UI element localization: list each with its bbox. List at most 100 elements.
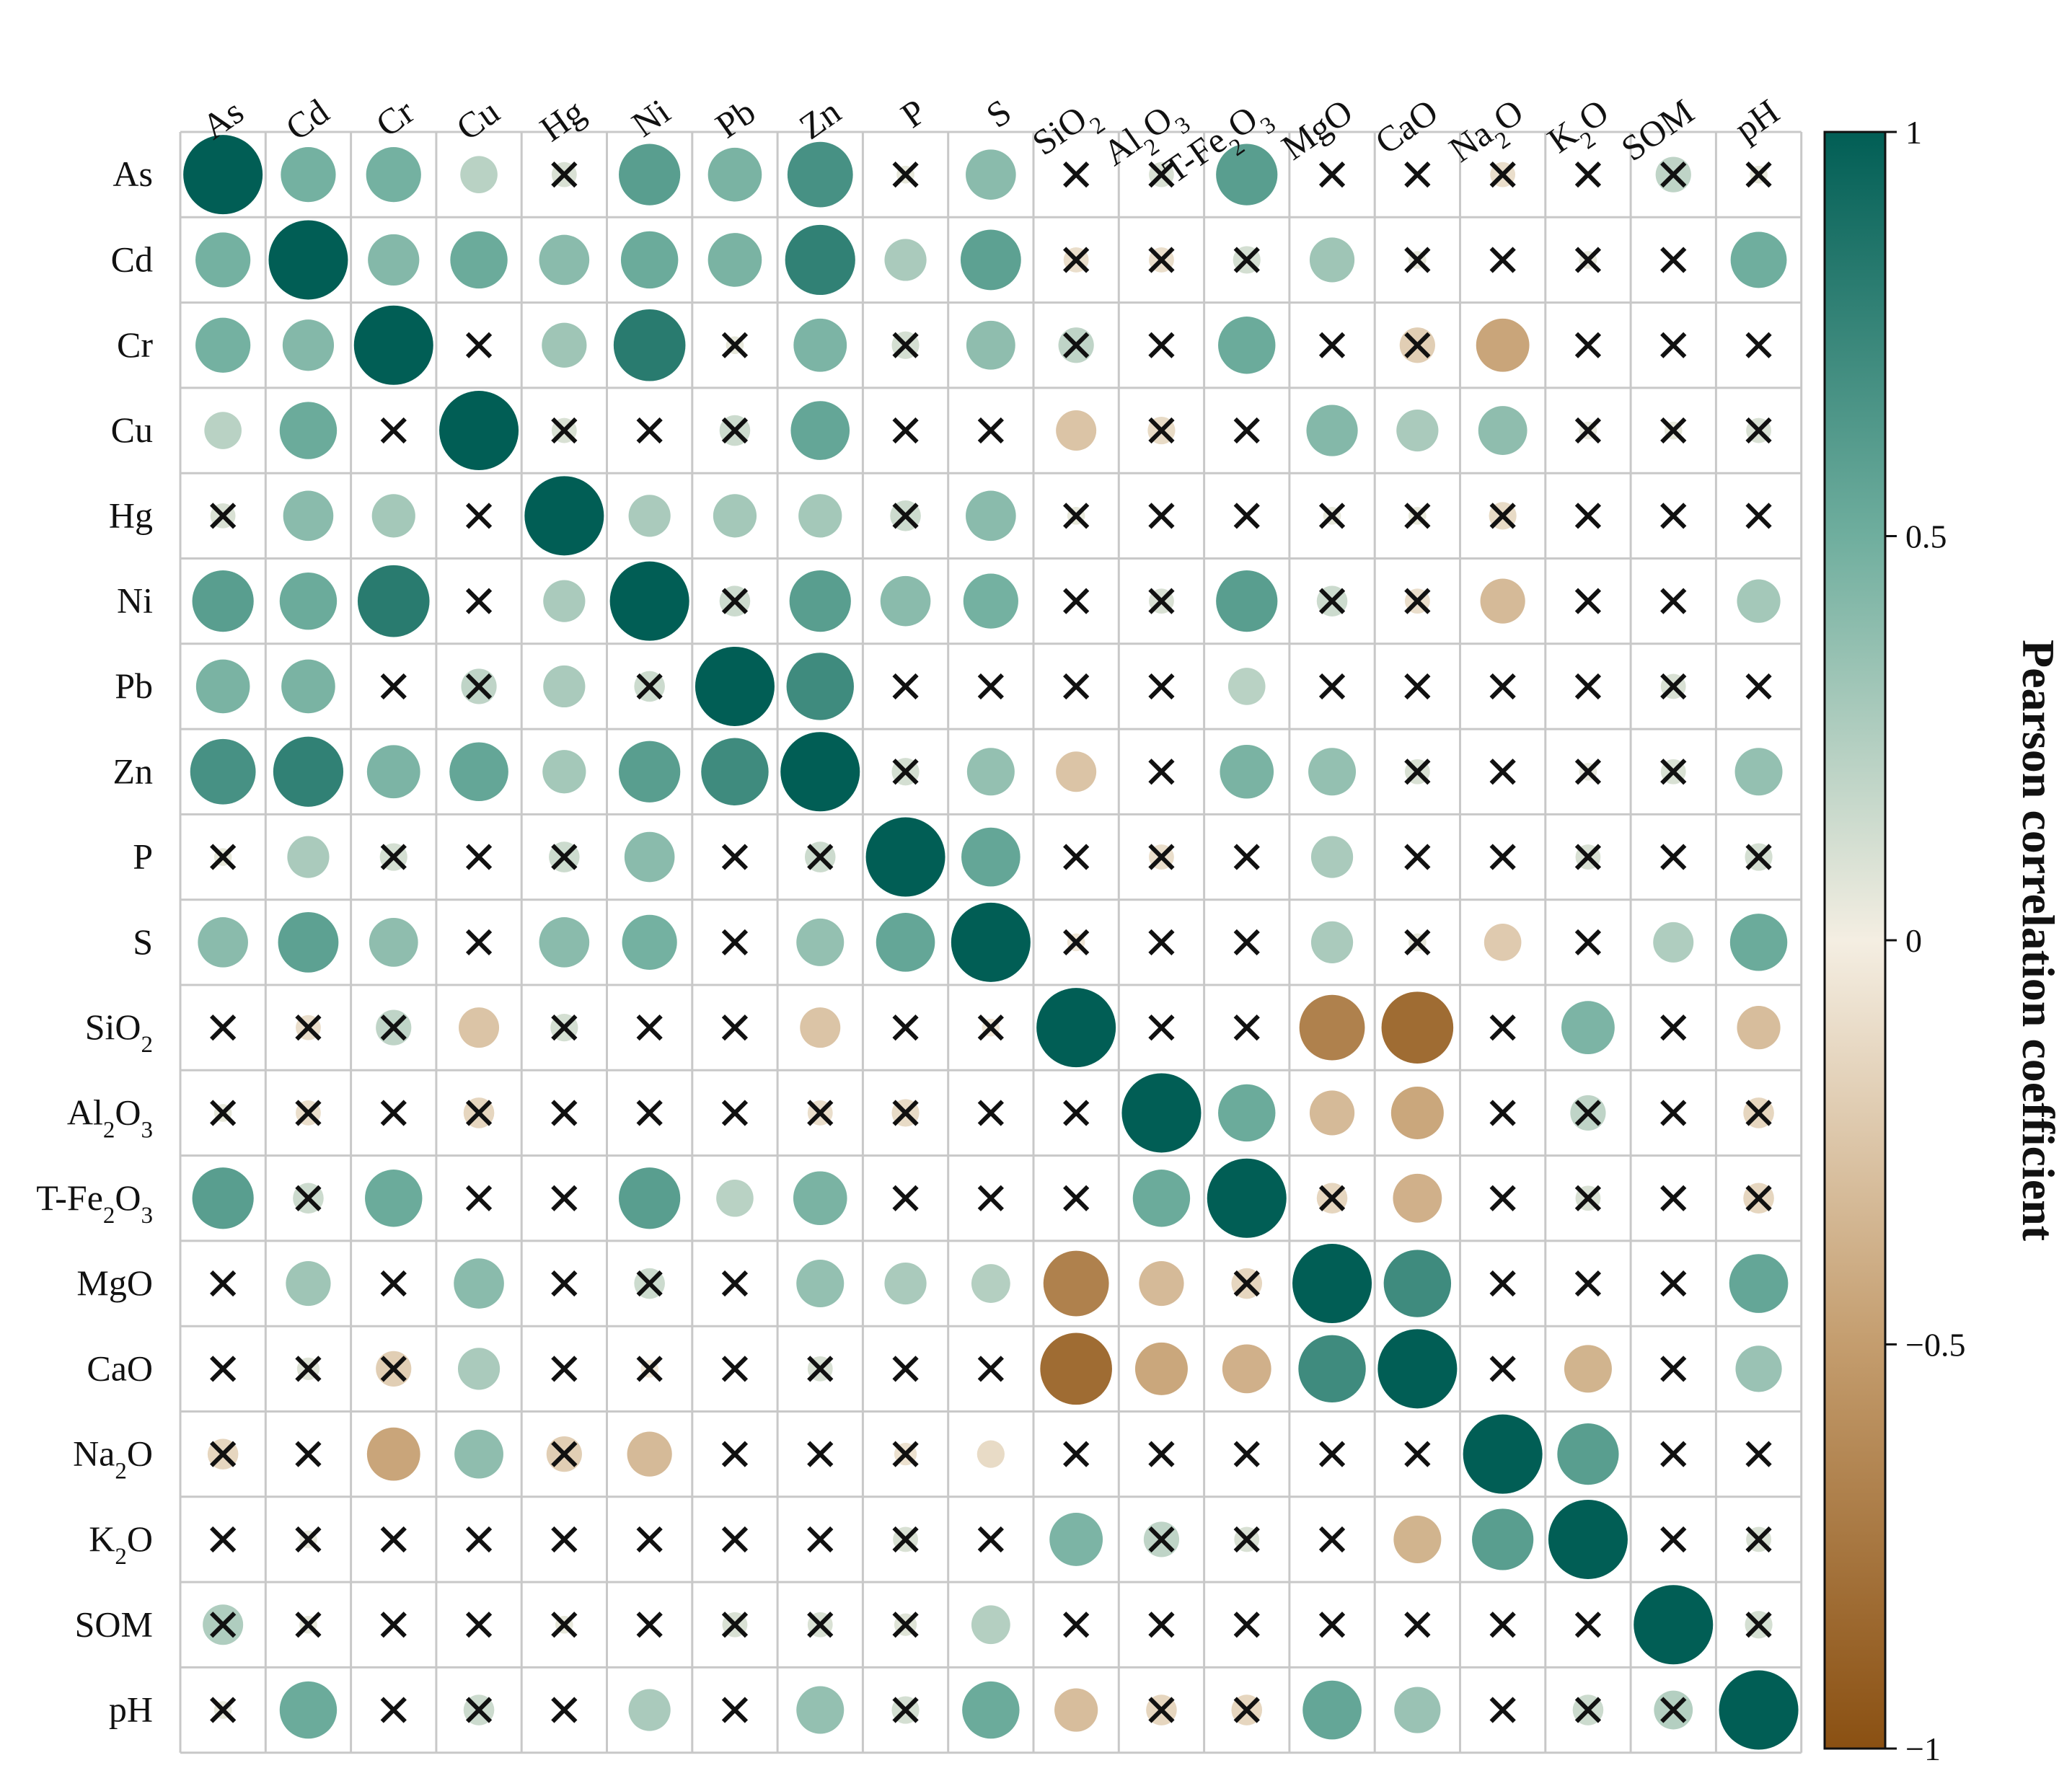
- cross-marker-T-Fe2O3-SOM: [1660, 1185, 1687, 1211]
- corr-circle-Pb-Pb: [695, 646, 775, 726]
- cross-marker-MgO-Pb: [721, 1270, 749, 1297]
- cross-marker-MgO-Hg: [551, 1270, 578, 1297]
- cross-marker-P-Cu: [465, 844, 493, 870]
- column-label-P: P: [894, 91, 933, 136]
- cross-marker-K2O-As: [210, 1526, 237, 1553]
- corr-circle-SiO2-pH: [1737, 1006, 1781, 1050]
- cross-marker-S-Pb: [721, 929, 749, 955]
- colorbar-tick-label: −0.5: [1905, 1327, 1965, 1364]
- column-label-CaO: CaO: [1367, 91, 1445, 162]
- corr-circle-Zn-Cd: [273, 736, 344, 807]
- cross-marker-Na2O-As: [210, 1441, 237, 1467]
- row-label-Al2O3: Al2O3: [67, 1092, 153, 1143]
- cross-marker-Na2O-Cd: [295, 1441, 322, 1467]
- corr-circle-S-Cd: [278, 911, 339, 973]
- cross-marker-SOM-P: [892, 1612, 919, 1638]
- corr-circle-Ni-Na2O: [1480, 578, 1525, 624]
- cross-marker-P-Hg: [551, 844, 578, 870]
- cross-marker-Cr-Pb: [721, 332, 749, 358]
- cross-marker-Pb-Ni: [636, 673, 663, 700]
- cross-marker-SOM-Zn: [807, 1612, 834, 1638]
- corr-circle-Na2O-Cr: [366, 1427, 420, 1481]
- cross-marker-Cd-K2O: [1574, 247, 1602, 273]
- corr-circle-Ni-T-Fe2O3: [1216, 570, 1278, 632]
- corr-circle-pH-Ni: [628, 1689, 671, 1731]
- cross-marker-SOM-SiO2: [1063, 1612, 1090, 1638]
- cross-marker-S-SiO2: [1063, 929, 1090, 955]
- corr-circle-Cu-Zn: [790, 401, 850, 460]
- corr-circle-As-T-Fe2O3: [1216, 143, 1278, 206]
- corr-circle-Al2O3-T-Fe2O3: [1218, 1084, 1276, 1142]
- cross-marker-Al2O3-Zn: [807, 1100, 834, 1126]
- cross-marker-Al2O3-Cr: [380, 1100, 407, 1126]
- cross-marker-Hg-P: [892, 503, 919, 529]
- cross-marker-Ni-MgO: [1318, 588, 1346, 614]
- corr-circle-As-Cd: [281, 147, 336, 203]
- corr-circle-Zn-SiO2: [1056, 751, 1097, 792]
- row-label-As: As: [113, 154, 153, 194]
- cross-marker-MgO-Cr: [380, 1270, 407, 1297]
- cross-marker-SOM-Al2O3: [1148, 1612, 1175, 1638]
- corr-circle-SiO2-Zn: [800, 1007, 841, 1048]
- cross-marker-CaO-Zn: [807, 1356, 834, 1382]
- corr-circle-CaO-T-Fe2O3: [1222, 1344, 1271, 1394]
- cross-marker-Na2O-Al2O3: [1148, 1441, 1175, 1467]
- row-label-pH: pH: [109, 1689, 153, 1730]
- cross-marker-SOM-Na2O: [1489, 1612, 1516, 1638]
- cross-marker-Pb-CaO: [1404, 673, 1431, 700]
- corr-circle-T-Fe2O3-Pb: [716, 1179, 754, 1217]
- cross-marker-pH-Na2O: [1489, 1697, 1516, 1723]
- corr-circle-Cr-S: [966, 320, 1015, 370]
- corr-circle-CaO-CaO: [1377, 1329, 1458, 1409]
- cross-marker-Na2O-pH: [1745, 1441, 1772, 1467]
- cross-marker-CaO-Hg: [551, 1356, 578, 1382]
- corr-circle-Al2O3-Al2O3: [1121, 1073, 1202, 1153]
- cross-marker-Al2O3-Hg: [551, 1100, 578, 1126]
- cross-marker-Cr-Cu: [465, 332, 493, 358]
- cross-marker-As-K2O: [1574, 162, 1602, 188]
- cross-marker-P-As: [210, 844, 237, 870]
- corr-circle-P-Cd: [287, 836, 330, 878]
- corr-circle-Zn-As: [190, 738, 256, 805]
- row-label-Ni: Ni: [117, 580, 153, 621]
- cross-marker-P-K2O: [1574, 844, 1602, 870]
- cross-marker-Na2O-SiO2: [1063, 1441, 1090, 1467]
- cross-marker-SOM-K2O: [1574, 1612, 1602, 1638]
- cross-marker-Al2O3-P: [892, 1100, 919, 1126]
- cross-marker-T-Fe2O3-Na2O: [1489, 1185, 1516, 1211]
- cross-marker-K2O-Hg: [551, 1526, 578, 1553]
- corr-circle-Cd-S: [960, 229, 1021, 291]
- corr-circle-As-As: [183, 135, 263, 215]
- corr-circle-Cd-As: [195, 232, 251, 288]
- cross-marker-pH-SOM: [1660, 1697, 1687, 1723]
- cross-marker-P-pH: [1745, 844, 1772, 870]
- cross-marker-K2O-S: [977, 1526, 1004, 1553]
- row-label-Pb: Pb: [115, 666, 153, 706]
- corr-circle-Zn-MgO: [1308, 748, 1357, 796]
- corr-circle-Cd-Ni: [620, 231, 679, 289]
- cross-marker-P-Na2O: [1489, 844, 1516, 870]
- column-label-S: S: [979, 91, 1018, 136]
- cross-marker-Hg-CaO: [1404, 503, 1431, 529]
- cross-marker-As-pH: [1745, 162, 1772, 188]
- cross-marker-Al2O3-S: [977, 1100, 1004, 1126]
- corr-circle-Hg-S: [966, 490, 1016, 542]
- corr-circle-S-pH: [1729, 914, 1788, 971]
- cross-marker-Zn-K2O: [1574, 759, 1602, 785]
- row-label-T-Fe2O3: T-Fe2O3: [36, 1177, 153, 1229]
- cross-marker-CaO-Na2O: [1489, 1356, 1516, 1382]
- cross-marker-Ni-CaO: [1404, 588, 1431, 614]
- corr-circle-Hg-Pb: [713, 494, 757, 538]
- cross-marker-Cu-Pb: [721, 417, 749, 444]
- corr-circle-K2O-CaO: [1393, 1515, 1442, 1563]
- column-label-MgO: MgO: [1274, 91, 1360, 167]
- row-labels: As Cd Cr Cu Hg Ni Pb Zn P S SiO2 Al2O3 T-Fe2O3 MgO CaO…: [36, 154, 153, 1729]
- corr-circle-pH-Zn: [796, 1686, 845, 1734]
- corr-circle-pH-CaO: [1394, 1687, 1441, 1733]
- cross-marker-Hg-pH: [1745, 503, 1772, 529]
- cross-marker-SiO2-P: [892, 1015, 919, 1041]
- colorbar-tick-label: −1: [1905, 1731, 1941, 1767]
- corr-circle-Cd-Pb: [707, 233, 762, 287]
- cross-marker-CaO-Ni: [636, 1356, 663, 1382]
- cross-marker-Hg-Al2O3: [1148, 503, 1175, 529]
